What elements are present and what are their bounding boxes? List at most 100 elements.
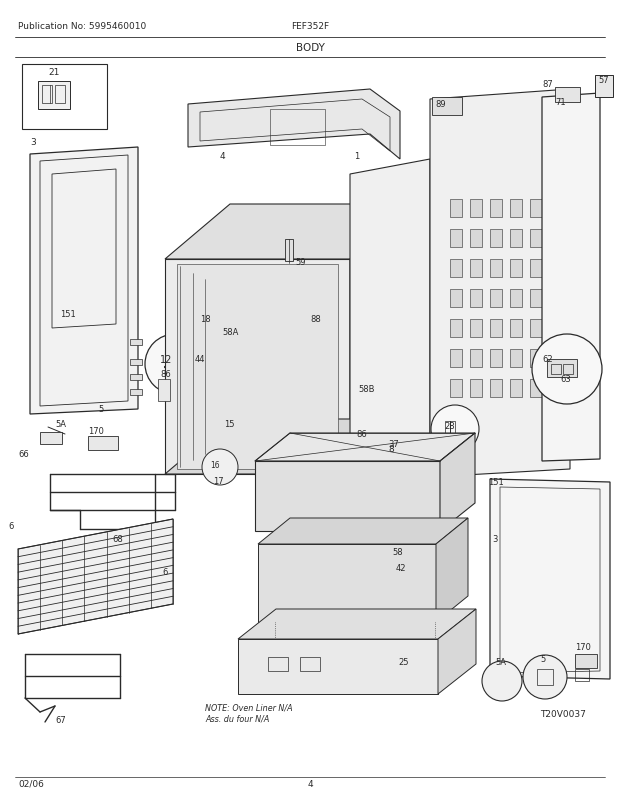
Bar <box>450 260 462 277</box>
Polygon shape <box>255 433 475 461</box>
Bar <box>490 320 502 338</box>
Text: 67: 67 <box>55 715 66 724</box>
Text: FEF352F: FEF352F <box>291 22 329 31</box>
Text: 151: 151 <box>488 477 503 486</box>
Bar <box>510 350 522 367</box>
Text: 44: 44 <box>195 354 205 363</box>
Polygon shape <box>165 419 415 475</box>
Bar <box>510 229 522 248</box>
Polygon shape <box>430 90 570 477</box>
Text: 151: 151 <box>60 310 76 318</box>
Text: 88: 88 <box>310 314 321 323</box>
Bar <box>470 290 482 308</box>
Bar <box>450 379 462 398</box>
Polygon shape <box>177 265 338 469</box>
Bar <box>450 200 462 217</box>
Bar <box>563 365 573 375</box>
Bar <box>530 379 542 398</box>
Text: 59: 59 <box>295 257 306 267</box>
Polygon shape <box>238 610 476 639</box>
Text: 63: 63 <box>560 375 571 383</box>
Bar <box>490 379 502 398</box>
Bar <box>130 359 142 366</box>
Bar <box>130 390 142 395</box>
Text: 42: 42 <box>396 563 407 573</box>
Text: 18: 18 <box>200 314 211 323</box>
Bar <box>88 436 118 451</box>
Text: 02/06: 02/06 <box>18 779 44 788</box>
Text: 6: 6 <box>8 521 14 530</box>
Bar <box>595 76 613 98</box>
Circle shape <box>202 449 238 485</box>
Bar <box>490 290 502 308</box>
Polygon shape <box>255 461 440 532</box>
Text: 170: 170 <box>575 642 591 651</box>
Text: 1: 1 <box>354 152 359 160</box>
Bar <box>22 65 107 130</box>
Bar <box>510 200 522 217</box>
Text: 89: 89 <box>435 100 446 109</box>
Circle shape <box>532 334 602 404</box>
Bar <box>510 290 522 308</box>
Bar <box>490 260 502 277</box>
Text: 5: 5 <box>540 654 545 663</box>
Text: BODY: BODY <box>296 43 324 53</box>
Text: T20V0037: T20V0037 <box>540 709 586 718</box>
Text: 5A: 5A <box>495 657 506 666</box>
Bar <box>555 88 580 103</box>
Text: 71: 71 <box>555 98 565 107</box>
Circle shape <box>523 655 567 699</box>
Text: 58A: 58A <box>222 327 238 337</box>
Bar <box>300 657 320 671</box>
Bar <box>130 339 142 346</box>
Bar <box>530 200 542 217</box>
Bar <box>130 375 142 380</box>
Bar <box>270 110 325 146</box>
Polygon shape <box>18 520 173 634</box>
Bar <box>575 669 589 681</box>
Polygon shape <box>165 260 350 475</box>
Bar <box>470 260 482 277</box>
Bar <box>470 200 482 217</box>
Bar <box>38 82 70 110</box>
Bar <box>470 229 482 248</box>
Bar <box>40 432 62 444</box>
Text: 8: 8 <box>388 444 394 453</box>
Bar <box>510 260 522 277</box>
Bar <box>551 365 561 375</box>
Polygon shape <box>436 518 468 622</box>
Bar <box>470 320 482 338</box>
Polygon shape <box>238 639 438 695</box>
Polygon shape <box>350 205 415 475</box>
Text: 86: 86 <box>356 429 367 439</box>
Bar <box>450 350 462 367</box>
Bar <box>510 320 522 338</box>
Polygon shape <box>440 433 475 532</box>
Bar <box>530 290 542 308</box>
Circle shape <box>431 406 479 453</box>
Bar <box>490 200 502 217</box>
Text: 58B: 58B <box>358 384 374 394</box>
Text: 87: 87 <box>542 80 553 89</box>
Polygon shape <box>258 545 436 622</box>
Text: 15: 15 <box>224 419 234 428</box>
Bar <box>158 379 170 402</box>
Text: 37: 37 <box>388 439 399 448</box>
Bar <box>450 290 462 308</box>
Text: 3: 3 <box>30 138 36 147</box>
Text: 4: 4 <box>307 779 313 788</box>
Text: 68: 68 <box>112 534 123 543</box>
Polygon shape <box>542 94 600 461</box>
Text: NOTE: Oven Liner N/A
Ass. du four N/A: NOTE: Oven Liner N/A Ass. du four N/A <box>205 703 293 723</box>
Text: 3: 3 <box>492 534 497 543</box>
Bar <box>432 98 462 115</box>
Bar <box>530 229 542 248</box>
Text: 28: 28 <box>444 422 454 431</box>
Bar <box>547 359 577 378</box>
Text: 86: 86 <box>160 370 171 379</box>
Bar <box>55 86 65 104</box>
Bar <box>490 229 502 248</box>
Polygon shape <box>490 480 610 679</box>
Text: 66: 66 <box>18 449 29 459</box>
Bar <box>445 422 455 439</box>
